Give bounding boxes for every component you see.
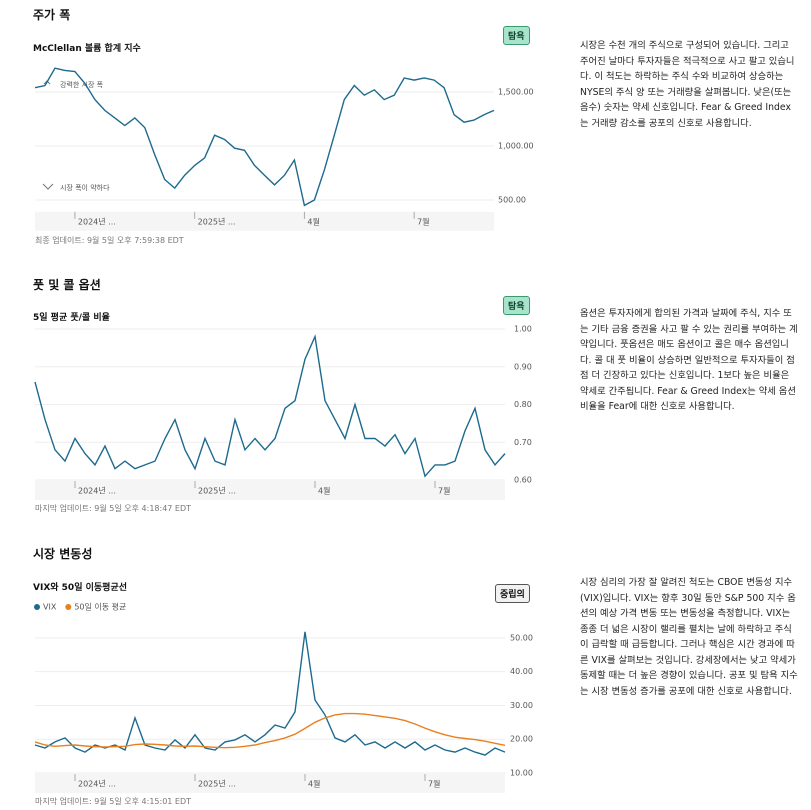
chart-title: McClellan 볼륨 합계 지수 [33, 44, 141, 54]
y-tick-label: 1,500.00 [498, 88, 534, 97]
x-tick-label: 2024년 ... [78, 216, 116, 226]
chart-title: 5일 평균 풋/콜 비율 [33, 313, 110, 323]
annotation: 강력한 시장 폭 [60, 80, 104, 89]
y-tick-label: 0.90 [514, 362, 532, 371]
x-tick-label: 2025년 ... [198, 779, 236, 789]
y-tick-label: 20.00 [510, 735, 533, 744]
legend-marker [34, 604, 40, 610]
updated: 마지막 업데이트: 9월 5일 오후 4:15:01 EDT [35, 797, 192, 806]
y-tick-label: 50.00 [510, 633, 533, 642]
legend-label: 50일 이동 평균 [74, 602, 126, 612]
y-tick-label: 1,000.00 [498, 142, 534, 151]
updated: 최종 업데이트: 9월 5일 오후 7:59:38 EDT [35, 236, 184, 245]
legend-marker [65, 604, 72, 610]
x-tick-label: 4월 [308, 779, 320, 789]
badge: 탐욕 [503, 296, 530, 315]
y-tick-label: 40.00 [510, 667, 533, 676]
badge: 탐욕 [503, 26, 530, 45]
legend-label: VIX [43, 603, 57, 612]
description: 시장은 수천 개의 주식으로 구성되어 있습니다. 그리고 주어진 날마다 투자… [580, 40, 795, 129]
axis-band [35, 211, 494, 231]
line [34, 67, 495, 207]
badge: 중립의 [495, 584, 530, 603]
line [34, 334, 506, 478]
y-tick-label: 1.00 [514, 325, 532, 334]
y-tick-label: 0.60 [514, 476, 532, 485]
y-tick-label: 30.00 [510, 701, 533, 710]
x-tick-label: 7월 [428, 779, 440, 789]
x-tick-label: 2024년 ... [78, 779, 116, 789]
x-tick-label: 4월 [307, 216, 319, 226]
x-tick-label: 2024년 ... [78, 486, 116, 496]
y-tick-label: 10.00 [510, 769, 533, 778]
section-title: 시장 변동성 [33, 547, 93, 561]
x-tick-label: 2025년 ... [198, 486, 236, 496]
updated: 마지막 업데이트: 9월 5일 오후 4:18:47 EDT [35, 504, 192, 513]
chevron-down [42, 183, 54, 190]
x-tick-label: 7월 [417, 216, 429, 226]
y-tick-label: 0.80 [514, 400, 532, 409]
x-tick-label: 7월 [438, 486, 450, 496]
chart-title: VIX와 50일 이동평균선 [33, 583, 128, 593]
line [34, 712, 506, 749]
section-title: 풋 및 콜 옵션 [33, 278, 101, 292]
line [34, 631, 506, 756]
axis-band [35, 774, 505, 793]
y-tick-label: 0.70 [514, 438, 532, 447]
y-tick-label: 500.00 [498, 196, 526, 205]
description: 시장 심리의 가장 잘 알려진 척도는 CBOE 변동성 지수(VIX)입니다.… [580, 577, 798, 697]
annotation: 시장 폭이 약하다 [60, 183, 110, 192]
axis-band [35, 481, 505, 500]
x-tick-label: 4월 [318, 486, 330, 496]
x-tick-label: 2025년 ... [198, 216, 236, 226]
description: 옵션은 투자자에게 합의된 가격과 날짜에 주식, 지수 또는 기타 금융 증권… [580, 308, 798, 412]
section-title: 주가 폭 [33, 8, 71, 22]
